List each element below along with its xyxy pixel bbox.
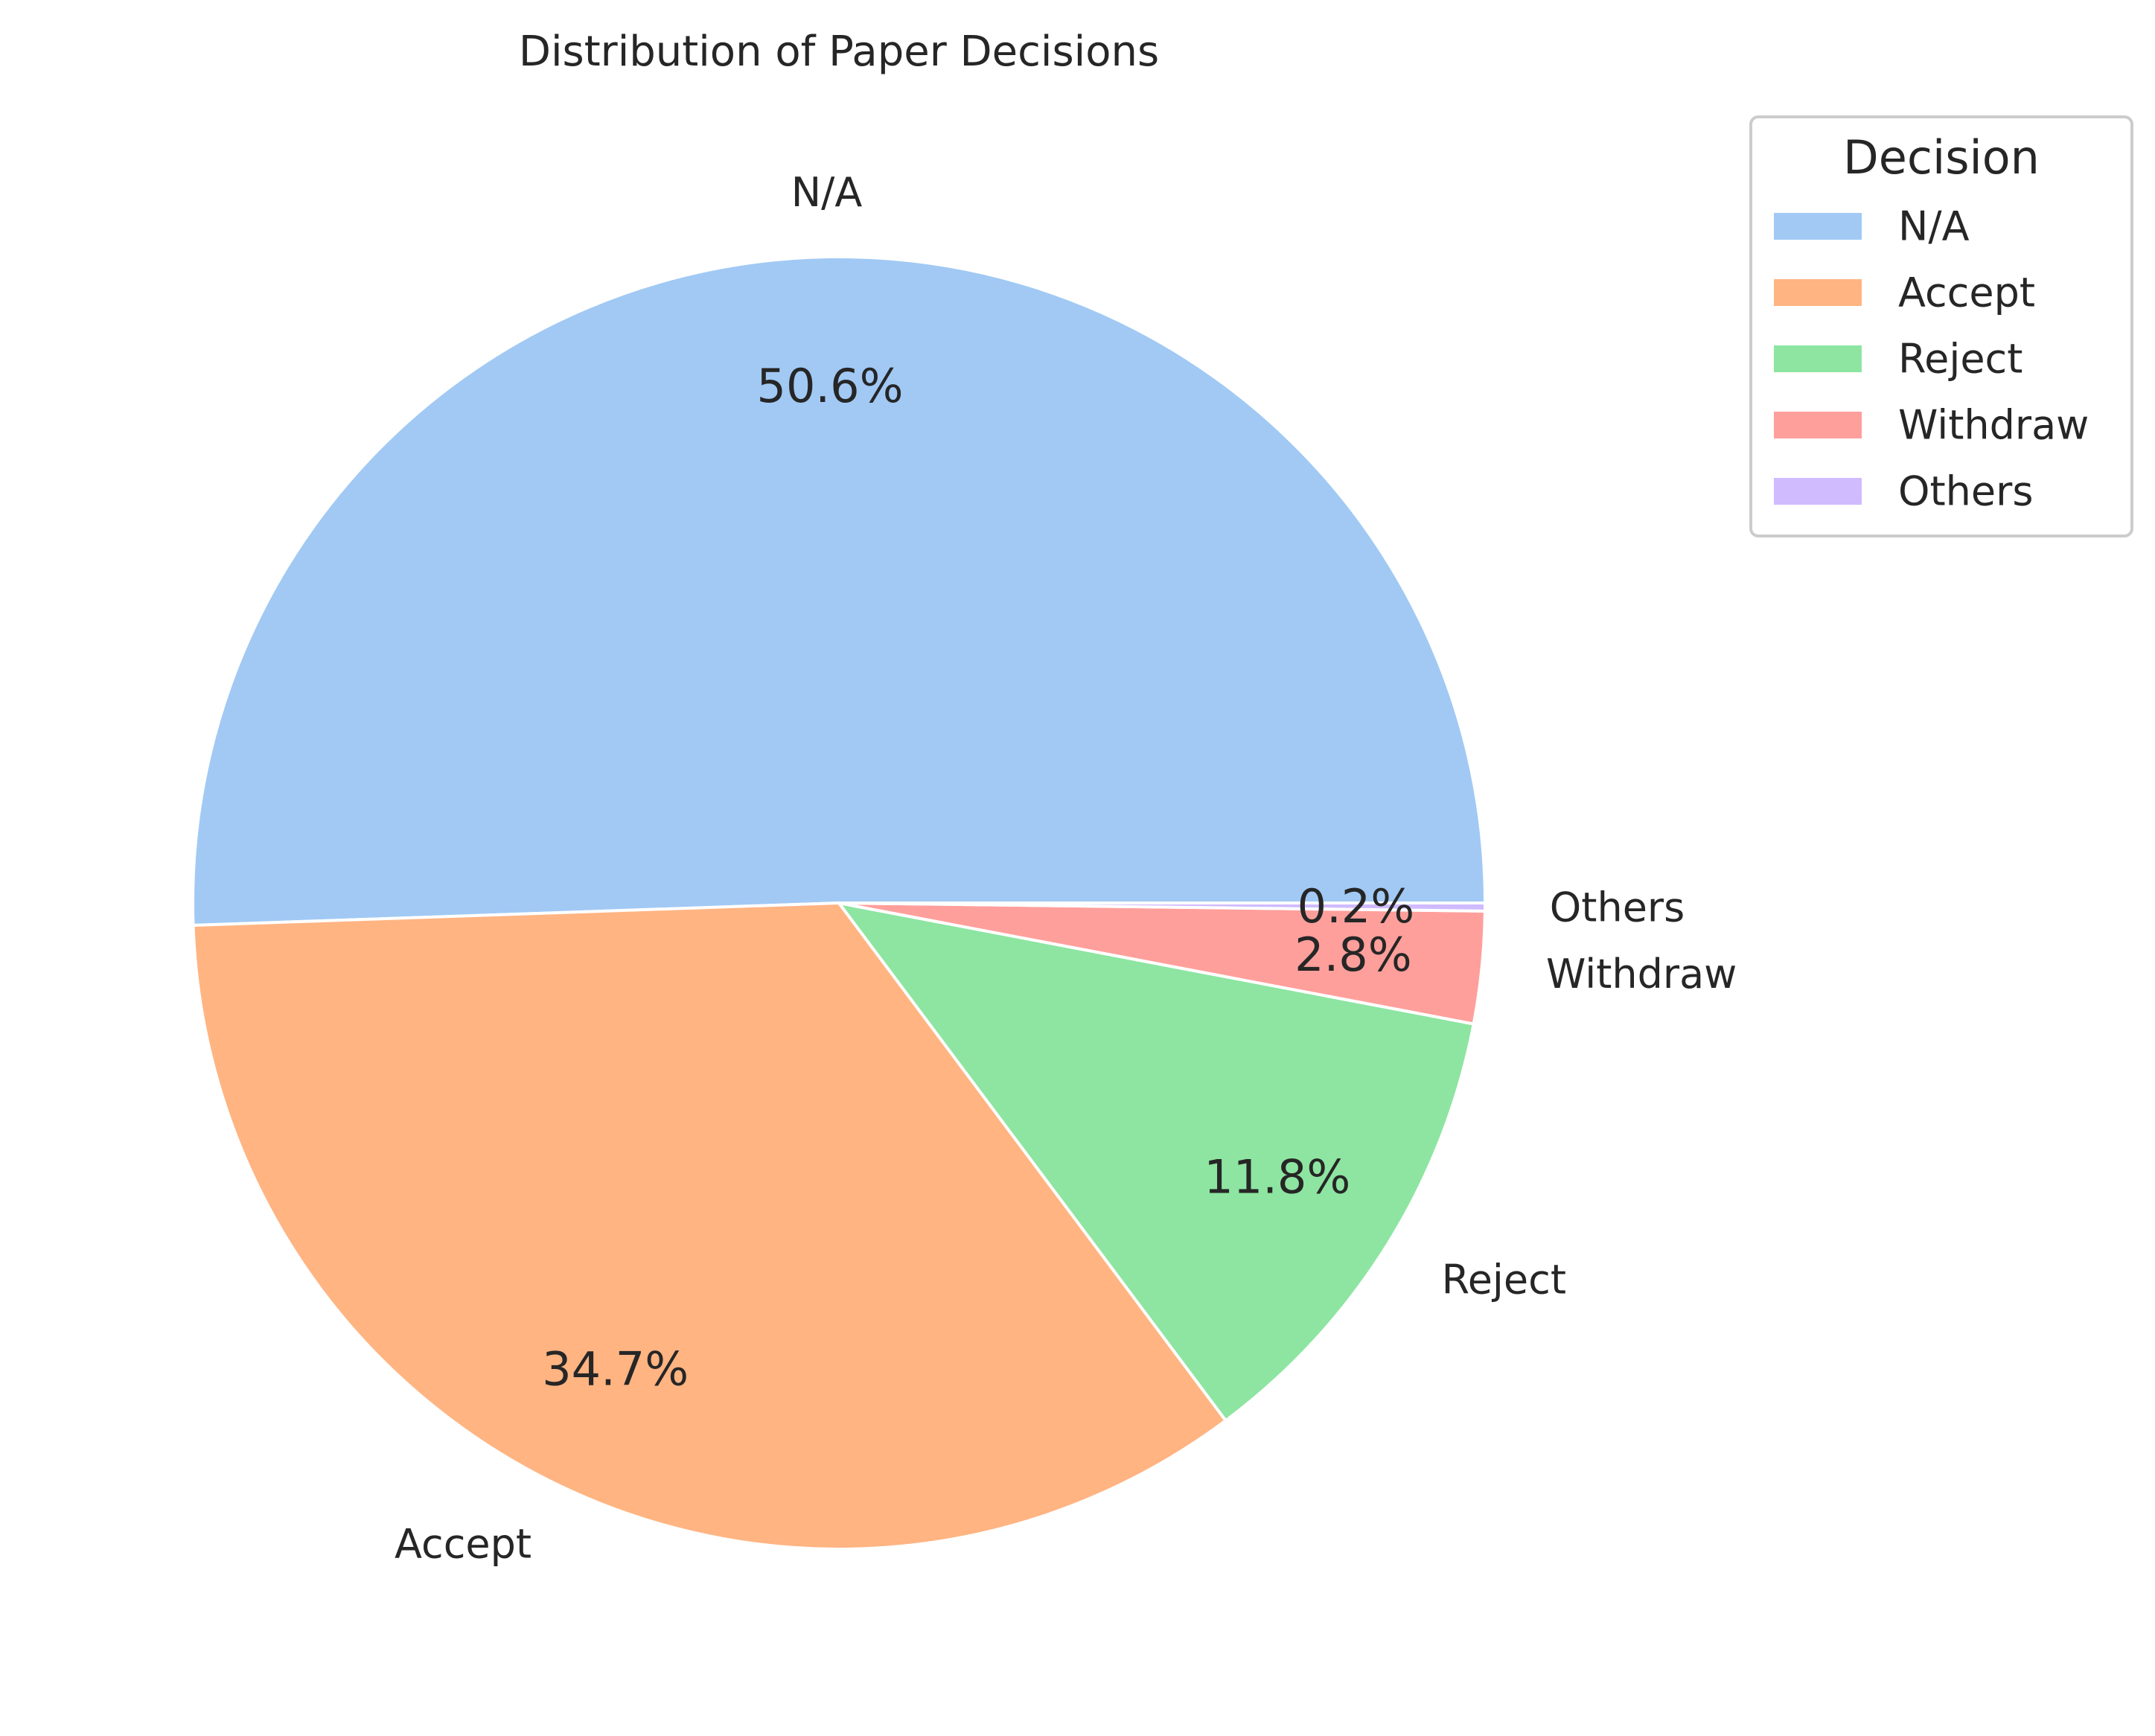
slice-label-others: Others [1550,884,1685,931]
pie-slice-others [837,901,1487,913]
legend-swatch-n-a [1774,213,1862,240]
pie-slices [191,255,1487,1551]
percentage-label-others: 0.2% [1297,879,1415,934]
legend-label-reject: Reject [1898,336,2022,383]
pie-slice-reject [837,901,1475,1423]
slice-label-withdraw: Withdraw [1546,951,1737,998]
legend-label-n-a: N/A [1898,203,1970,250]
legend-title: Decision [1843,130,2040,185]
chart-title: Distribution of Paper Decisions [519,28,1159,76]
slice-label-accept: Accept [395,1520,531,1567]
legend-swatch-accept [1774,279,1862,306]
legend-label-withdraw: Withdraw [1898,402,2089,449]
legend-swatch-reject [1774,345,1862,372]
legend-swatch-others [1774,478,1862,505]
legend-label-accept: Accept [1898,269,2035,316]
legend: Decision N/A Accept Reject Withdraw Others [1749,115,2133,537]
legend-label-others: Others [1898,468,2033,515]
slice-labels: N/A Accept Reject Withdraw Others [395,169,1737,1568]
percentage-label-reject: 11.8% [1204,1150,1350,1204]
percentage-labels: 50.6% 34.7% 11.8% 2.8%0.2% [542,359,1414,1396]
percentage-label-accept: 34.7% [542,1342,689,1397]
pie-slice-accept [191,901,1227,1551]
pie-slice-n-a [191,255,1487,927]
legend-swatch-withdraw [1774,412,1862,438]
percentage-label-n-a: 50.6% [757,359,904,413]
slice-label-n-a: N/A [791,169,863,216]
slice-label-reject: Reject [1442,1257,1566,1303]
legend-entries: N/A Accept Reject Withdraw Others [1774,203,2089,515]
percentage-label-withdraw: 2.8% [1294,928,1412,982]
